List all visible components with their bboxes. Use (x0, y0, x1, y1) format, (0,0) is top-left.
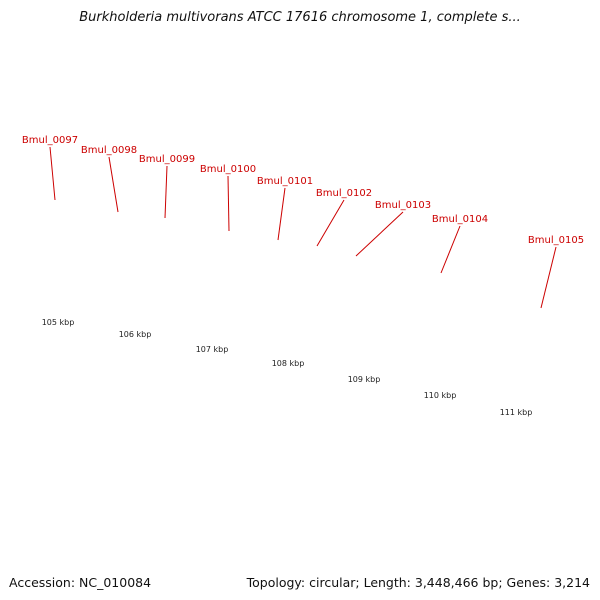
kbp-label: 108 kbp (272, 359, 305, 368)
gene-label[interactable]: Bmul_0097 (22, 135, 78, 146)
gene-label[interactable]: Bmul_0103 (375, 200, 431, 211)
gene-leader-line (355, 211, 404, 257)
kbp-label: 105 kbp (42, 318, 75, 327)
kbp-label: 111 kbp (500, 408, 533, 417)
accession-text: Accession: NC_010084 (9, 575, 152, 590)
gene-label[interactable]: Bmul_0101 (257, 176, 313, 187)
gene-label[interactable]: Bmul_0105 (528, 235, 584, 246)
label-layer: Bmul_0097Bmul_0098Bmul_0099Bmul_0100Bmul… (22, 135, 584, 417)
gene-label[interactable]: Bmul_0098 (81, 145, 137, 156)
kbp-label: 109 kbp (348, 375, 381, 384)
gene-label[interactable]: Bmul_0104 (432, 214, 488, 225)
gene-leader-line (227, 175, 230, 232)
map-title: Burkholderia multivorans ATCC 17616 chro… (79, 10, 521, 25)
gene-leader-line (277, 187, 286, 241)
gene-leader-line (49, 146, 56, 201)
kbp-label: 106 kbp (119, 330, 152, 339)
summary-text: Topology: circular; Length: 3,448,466 bp… (246, 575, 590, 590)
gene-leader-line (164, 165, 168, 219)
gene-label[interactable]: Bmul_0099 (139, 154, 195, 165)
gene-leader-line (540, 246, 557, 309)
gene-label[interactable]: Bmul_0102 (316, 188, 372, 199)
gene-leader-line (440, 225, 461, 274)
gene-leader-line (316, 199, 345, 247)
gene-leader-line (108, 156, 119, 213)
kbp-label: 107 kbp (196, 345, 229, 354)
gene-label[interactable]: Bmul_0100 (200, 164, 256, 175)
kbp-label: 110 kbp (424, 391, 457, 400)
